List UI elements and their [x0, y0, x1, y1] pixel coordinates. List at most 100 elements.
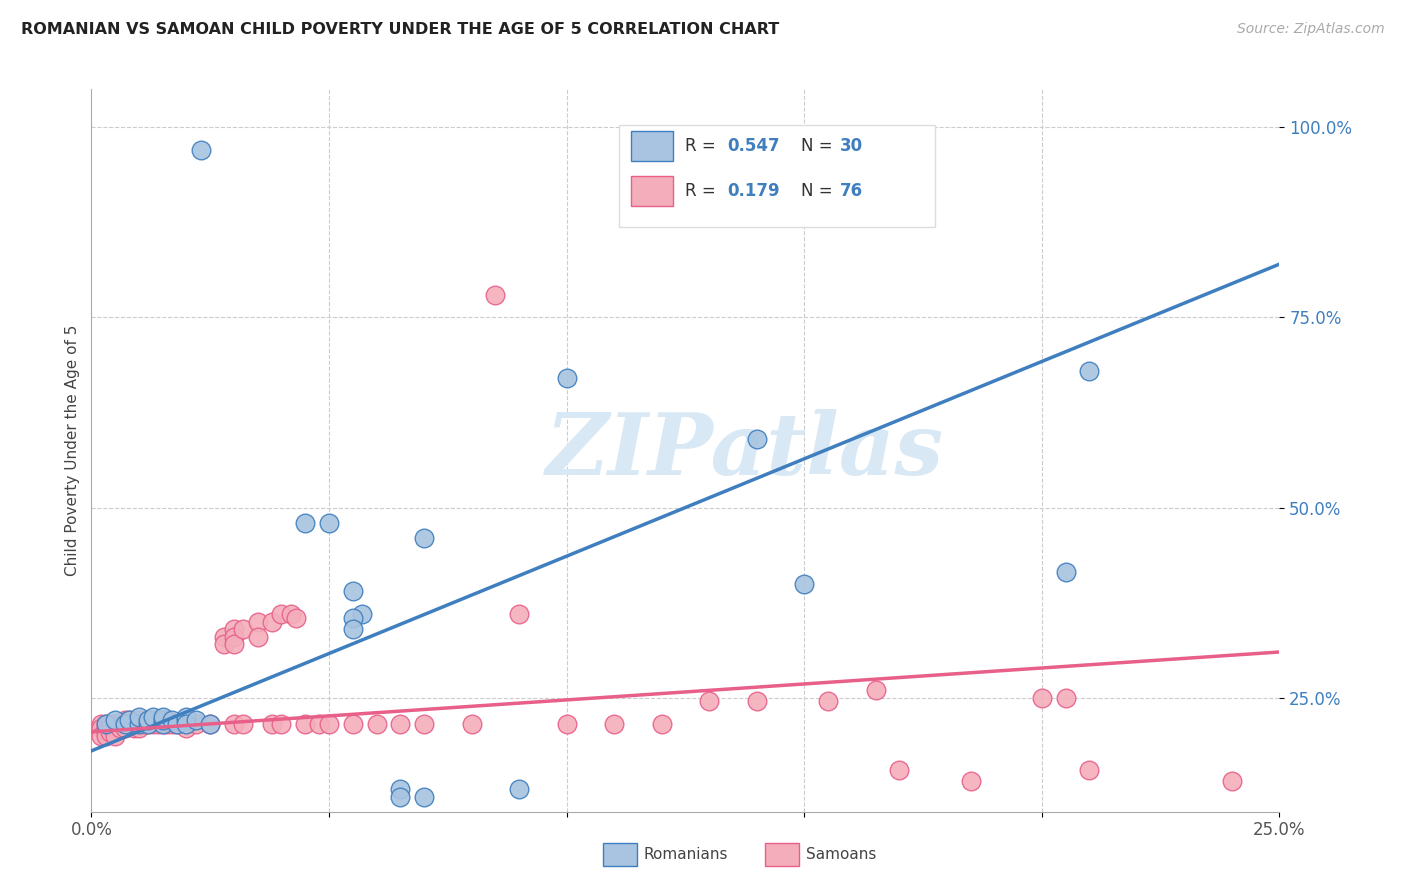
- Point: [413, 789, 436, 804]
- Point: [651, 717, 673, 731]
- Text: Source: ZipAtlas.com: Source: ZipAtlas.com: [1237, 22, 1385, 37]
- Point: [222, 630, 245, 644]
- Point: [413, 531, 436, 545]
- Point: [152, 714, 174, 728]
- Point: [90, 721, 112, 735]
- Text: N =: N =: [801, 182, 838, 200]
- Point: [90, 729, 112, 743]
- Point: [200, 717, 222, 731]
- Point: [104, 714, 127, 728]
- Point: [94, 721, 117, 735]
- Point: [793, 576, 815, 591]
- Point: [176, 717, 198, 731]
- Point: [214, 637, 236, 651]
- Point: [142, 717, 165, 731]
- Point: [104, 729, 127, 743]
- Point: [294, 516, 316, 530]
- Point: [160, 714, 183, 728]
- Point: [104, 717, 127, 731]
- Point: [817, 694, 839, 708]
- Point: [184, 717, 207, 731]
- Point: [260, 717, 283, 731]
- Point: [745, 694, 768, 708]
- Point: [190, 143, 212, 157]
- Point: [128, 709, 150, 723]
- Point: [294, 717, 316, 731]
- Point: [118, 717, 141, 731]
- Point: [222, 717, 245, 731]
- Y-axis label: Child Poverty Under the Age of 5: Child Poverty Under the Age of 5: [65, 325, 80, 576]
- Point: [156, 717, 179, 731]
- Text: 0.179: 0.179: [727, 182, 779, 200]
- Point: [318, 516, 340, 530]
- Point: [176, 709, 198, 723]
- Point: [138, 714, 160, 728]
- Point: [114, 717, 136, 731]
- Point: [128, 721, 150, 735]
- Point: [118, 714, 141, 728]
- Text: Samoans: Samoans: [806, 847, 876, 862]
- Point: [166, 717, 188, 731]
- Point: [114, 717, 136, 731]
- Text: 30: 30: [839, 137, 862, 155]
- Point: [865, 683, 887, 698]
- Point: [222, 637, 245, 651]
- Point: [603, 717, 626, 731]
- Text: 76: 76: [839, 182, 862, 200]
- Point: [104, 721, 127, 735]
- Point: [122, 717, 145, 731]
- Point: [745, 432, 768, 446]
- Point: [100, 717, 122, 731]
- Point: [1220, 774, 1243, 789]
- Point: [118, 714, 141, 728]
- Point: [176, 717, 198, 731]
- Point: [389, 717, 412, 731]
- Point: [152, 717, 174, 731]
- Point: [166, 717, 188, 731]
- Point: [1054, 565, 1077, 579]
- Point: [222, 622, 245, 636]
- Point: [389, 781, 412, 796]
- Point: [1078, 763, 1101, 777]
- Text: ZIPatlas: ZIPatlas: [546, 409, 943, 492]
- Point: [152, 717, 174, 731]
- Point: [122, 721, 145, 735]
- Point: [138, 717, 160, 731]
- Point: [94, 717, 117, 731]
- Point: [246, 630, 269, 644]
- Point: [959, 774, 981, 789]
- Point: [152, 714, 174, 728]
- Point: [270, 607, 292, 621]
- Point: [413, 717, 436, 731]
- Point: [138, 717, 160, 731]
- Point: [214, 630, 236, 644]
- Point: [342, 622, 364, 636]
- Point: [160, 717, 183, 731]
- Point: [146, 717, 169, 731]
- Point: [94, 724, 117, 739]
- Point: [366, 717, 388, 731]
- Point: [142, 714, 165, 728]
- Point: [152, 709, 174, 723]
- Point: [100, 721, 122, 735]
- Point: [142, 709, 165, 723]
- Point: [555, 371, 578, 385]
- Text: Romanians: Romanians: [644, 847, 728, 862]
- Point: [114, 721, 136, 735]
- Point: [94, 729, 117, 743]
- Point: [270, 717, 292, 731]
- Text: ROMANIAN VS SAMOAN CHILD POVERTY UNDER THE AGE OF 5 CORRELATION CHART: ROMANIAN VS SAMOAN CHILD POVERTY UNDER T…: [21, 22, 779, 37]
- Point: [1054, 690, 1077, 705]
- Point: [889, 763, 911, 777]
- Point: [260, 615, 283, 629]
- Point: [697, 694, 720, 708]
- Point: [100, 724, 122, 739]
- Text: R =: R =: [685, 182, 721, 200]
- Point: [184, 714, 207, 728]
- Point: [128, 717, 150, 731]
- Point: [156, 714, 179, 728]
- Point: [389, 789, 412, 804]
- Point: [342, 611, 364, 625]
- Point: [508, 781, 530, 796]
- Point: [94, 717, 117, 731]
